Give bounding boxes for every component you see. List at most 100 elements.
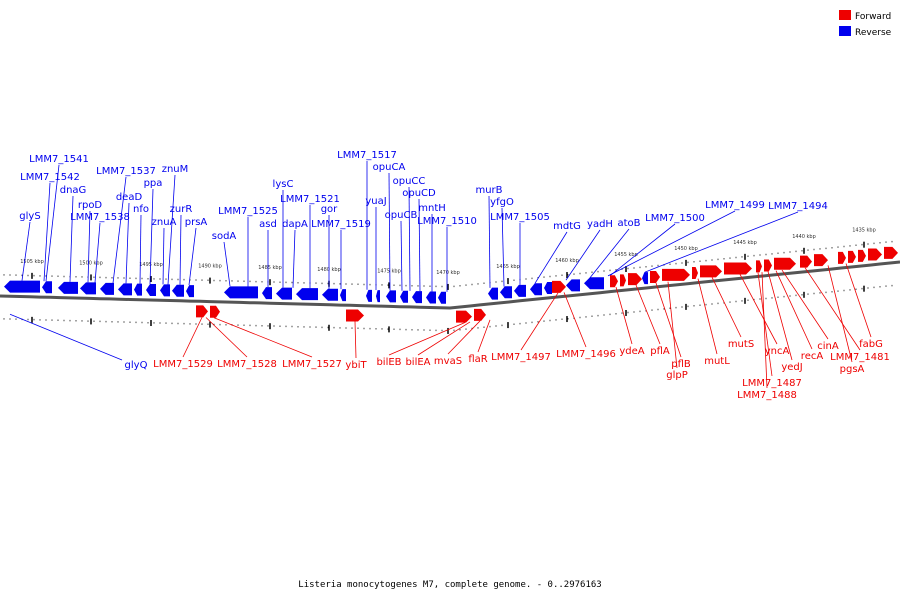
gene-label[interactable]: flaR bbox=[468, 354, 487, 365]
gene-label[interactable]: rpoD bbox=[78, 200, 103, 211]
gene-label[interactable]: LMM7_1538 bbox=[70, 212, 130, 223]
forward-gene-arrow[interactable] bbox=[764, 259, 772, 272]
forward-gene-arrow[interactable] bbox=[868, 248, 882, 261]
gene-label[interactable]: LMM7_1500 bbox=[645, 213, 705, 224]
reverse-gene-arrow[interactable] bbox=[544, 281, 552, 294]
gene-label[interactable]: dapA bbox=[282, 219, 308, 230]
gene-label[interactable]: LMM7_1525 bbox=[218, 206, 278, 217]
gene-label[interactable]: LMM7_1537 bbox=[96, 166, 156, 177]
reverse-gene-arrow[interactable] bbox=[488, 287, 498, 300]
gene-label[interactable]: atoB bbox=[617, 218, 640, 229]
gene-label[interactable]: LMM7_1517 bbox=[337, 150, 397, 161]
reverse-gene-arrow[interactable] bbox=[376, 290, 380, 303]
forward-gene-arrow[interactable] bbox=[884, 246, 898, 259]
gene-label[interactable]: mutL bbox=[704, 356, 730, 367]
forward-gene-arrow[interactable] bbox=[196, 305, 208, 318]
gene-label[interactable]: LMM7_1521 bbox=[280, 194, 340, 205]
gene-label[interactable]: mvaS bbox=[434, 356, 462, 367]
gene-label[interactable]: yncA bbox=[765, 346, 790, 357]
gene-label[interactable]: opuCC bbox=[393, 176, 426, 187]
gene-label[interactable]: pflB bbox=[671, 359, 691, 370]
forward-gene-arrow[interactable] bbox=[838, 251, 846, 264]
forward-gene-arrow[interactable] bbox=[756, 260, 762, 273]
gene-label[interactable]: LMM7_1528 bbox=[217, 359, 277, 370]
gene-label[interactable]: prsA bbox=[185, 217, 208, 228]
forward-gene-arrow[interactable] bbox=[858, 249, 866, 262]
gene-label[interactable]: opuCD bbox=[402, 188, 436, 199]
gene-label[interactable]: bilEB bbox=[376, 357, 401, 368]
reverse-gene-arrow[interactable] bbox=[172, 284, 184, 297]
forward-gene-arrow[interactable] bbox=[552, 280, 566, 293]
reverse-gene-arrow[interactable] bbox=[500, 286, 512, 299]
gene-label[interactable]: asd bbox=[259, 219, 277, 230]
reverse-gene-arrow[interactable] bbox=[186, 285, 194, 298]
reverse-gene-arrow[interactable] bbox=[642, 272, 648, 285]
gene-label[interactable]: LMM7_1542 bbox=[20, 172, 80, 183]
reverse-gene-arrow[interactable] bbox=[58, 281, 78, 294]
forward-gene-arrow[interactable] bbox=[610, 275, 618, 288]
forward-gene-arrow[interactable] bbox=[474, 308, 486, 321]
gene-label[interactable]: znuA bbox=[152, 217, 177, 228]
gene-label[interactable]: ydeA bbox=[619, 346, 644, 357]
gene-label[interactable]: ybiT bbox=[345, 360, 367, 371]
reverse-gene-arrow[interactable] bbox=[412, 291, 422, 304]
gene-label[interactable]: znuM bbox=[162, 164, 189, 175]
gene-label[interactable]: yadH bbox=[587, 219, 613, 230]
gene-label[interactable]: LMM7_1481 bbox=[830, 352, 890, 363]
gene-label[interactable]: LMM7_1541 bbox=[29, 154, 89, 165]
reverse-gene-arrow[interactable] bbox=[224, 286, 258, 299]
forward-gene-arrow[interactable] bbox=[724, 262, 752, 275]
gene-label[interactable]: LMM7_1510 bbox=[417, 216, 477, 227]
gene-label[interactable]: lysC bbox=[273, 179, 294, 190]
reverse-gene-arrow[interactable] bbox=[366, 289, 372, 302]
gene-label[interactable]: bilEA bbox=[405, 357, 430, 368]
gene-label[interactable]: yfgO bbox=[490, 197, 514, 208]
forward-gene-arrow[interactable] bbox=[628, 273, 642, 286]
gene-label[interactable]: yuaJ bbox=[365, 196, 386, 207]
gene-label[interactable]: mdtG bbox=[553, 221, 581, 232]
forward-gene-arrow[interactable] bbox=[456, 310, 472, 323]
reverse-gene-arrow[interactable] bbox=[134, 283, 142, 296]
forward-gene-arrow[interactable] bbox=[700, 265, 722, 278]
reverse-gene-arrow[interactable] bbox=[514, 284, 526, 297]
gene-label[interactable]: dnaG bbox=[60, 185, 87, 196]
reverse-gene-arrow[interactable] bbox=[296, 288, 318, 301]
reverse-gene-arrow[interactable] bbox=[340, 289, 346, 302]
gene-label[interactable]: sodA bbox=[212, 231, 237, 242]
forward-gene-arrow[interactable] bbox=[814, 254, 828, 267]
gene-label[interactable]: yedJ bbox=[781, 362, 802, 373]
reverse-gene-arrow[interactable] bbox=[438, 291, 446, 304]
gene-label[interactable]: LMM7_1494 bbox=[768, 201, 828, 212]
gene-label[interactable]: mutS bbox=[728, 339, 754, 350]
forward-gene-arrow[interactable] bbox=[662, 268, 690, 281]
gene-label[interactable]: LMM7_1527 bbox=[282, 359, 342, 370]
forward-gene-arrow[interactable] bbox=[346, 309, 364, 322]
reverse-gene-arrow[interactable] bbox=[118, 283, 132, 296]
reverse-gene-arrow[interactable] bbox=[42, 281, 52, 294]
gene-label[interactable]: LMM7_1519 bbox=[311, 219, 371, 230]
gene-label[interactable]: LMM7_1497 bbox=[491, 352, 551, 363]
gene-label[interactable]: deaD bbox=[116, 192, 143, 203]
gene-label[interactable]: fabG bbox=[859, 339, 883, 350]
reverse-gene-arrow[interactable] bbox=[386, 290, 396, 303]
gene-label[interactable]: cinA bbox=[817, 341, 839, 352]
gene-label[interactable]: glpP bbox=[666, 370, 688, 381]
reverse-gene-arrow[interactable] bbox=[4, 280, 40, 293]
gene-label[interactable]: LMM7_1487 bbox=[742, 378, 802, 389]
gene-label[interactable]: opuCB bbox=[385, 210, 418, 221]
reverse-gene-arrow[interactable] bbox=[80, 282, 96, 295]
reverse-gene-arrow[interactable] bbox=[584, 277, 604, 290]
reverse-gene-arrow[interactable] bbox=[100, 282, 114, 295]
forward-gene-arrow[interactable] bbox=[620, 274, 626, 287]
reverse-gene-arrow[interactable] bbox=[160, 284, 170, 297]
gene-label[interactable]: opuCA bbox=[373, 162, 406, 173]
gene-label[interactable]: gor bbox=[321, 204, 338, 215]
gene-label[interactable]: recA bbox=[801, 351, 824, 362]
forward-gene-arrow[interactable] bbox=[800, 255, 812, 268]
gene-label[interactable]: ppa bbox=[144, 178, 163, 189]
reverse-gene-arrow[interactable] bbox=[426, 291, 436, 304]
gene-label[interactable]: pgsA bbox=[840, 364, 865, 375]
gene-label[interactable]: LMM7_1499 bbox=[705, 200, 765, 211]
reverse-gene-arrow[interactable] bbox=[276, 287, 292, 300]
forward-gene-arrow[interactable] bbox=[774, 257, 796, 270]
